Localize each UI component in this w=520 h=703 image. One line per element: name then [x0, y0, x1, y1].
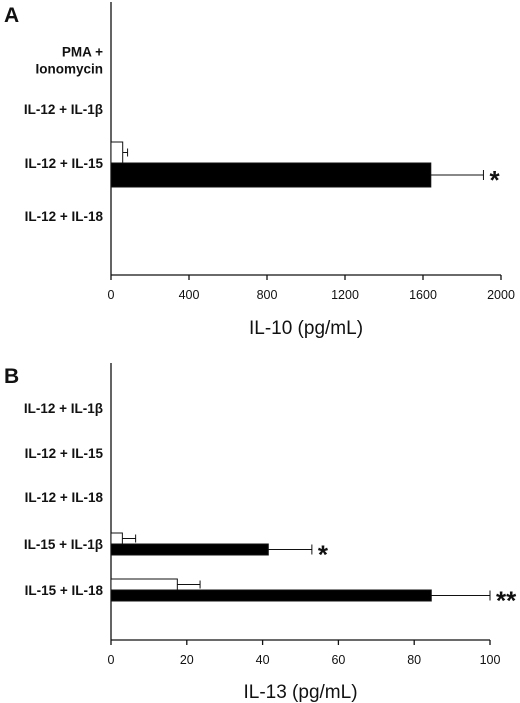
x-tick-label: 1600 [409, 288, 437, 302]
category-label: IL-12 + IL-1β [24, 102, 103, 117]
x-tick-label: 20 [180, 653, 194, 667]
x-tick-label: 1200 [331, 288, 359, 302]
significance-marker: * [489, 165, 500, 195]
x-axis-label: IL-13 (pg/mL) [243, 682, 357, 703]
x-tick-label: 800 [257, 288, 278, 302]
x-tick-label: 40 [256, 653, 270, 667]
x-axis-label: IL-10 (pg/mL) [249, 318, 363, 339]
category-label: IL-12 + IL-1β [24, 401, 103, 416]
x-tick-label: 100 [480, 653, 501, 667]
chart-panel-b: B 0 20 40 60 80 100 IL-13 (pg/mL) IL-12 + IL-1β I… [4, 363, 517, 703]
x-tick-label: 400 [179, 288, 200, 302]
category-label: IL-12 + IL-15 [25, 156, 104, 171]
x-tick-label: 0 [108, 288, 115, 302]
bar-white [110, 532, 123, 545]
x-tick-label: 60 [331, 653, 345, 667]
panel-letter: A [4, 4, 19, 27]
bar-black [110, 162, 432, 188]
bar-black [110, 543, 269, 556]
x-tick-label: 0 [108, 653, 115, 667]
x-tick-label: 80 [407, 653, 421, 667]
category-label: Ionomycin [35, 62, 103, 77]
category-label: IL-15 + IL-1β [24, 537, 103, 552]
panel-letter: B [4, 365, 19, 388]
category-label: IL-12 + IL-15 [25, 446, 104, 461]
significance-marker: ** [496, 586, 517, 616]
category-label: IL-12 + IL-18 [25, 490, 104, 505]
bar-black [110, 589, 432, 602]
bar-white [110, 578, 178, 591]
bar-white [110, 141, 124, 164]
significance-marker: * [318, 540, 329, 570]
x-tick-label: 2000 [487, 288, 515, 302]
chart-panel-a: A 0 400 800 1200 1600 2000 IL-10 (pg/mL) PMA + Io… [4, 2, 515, 339]
category-label: IL-15 + IL-18 [25, 583, 104, 598]
category-label: PMA + [62, 45, 103, 60]
category-label: IL-12 + IL-18 [25, 209, 104, 224]
